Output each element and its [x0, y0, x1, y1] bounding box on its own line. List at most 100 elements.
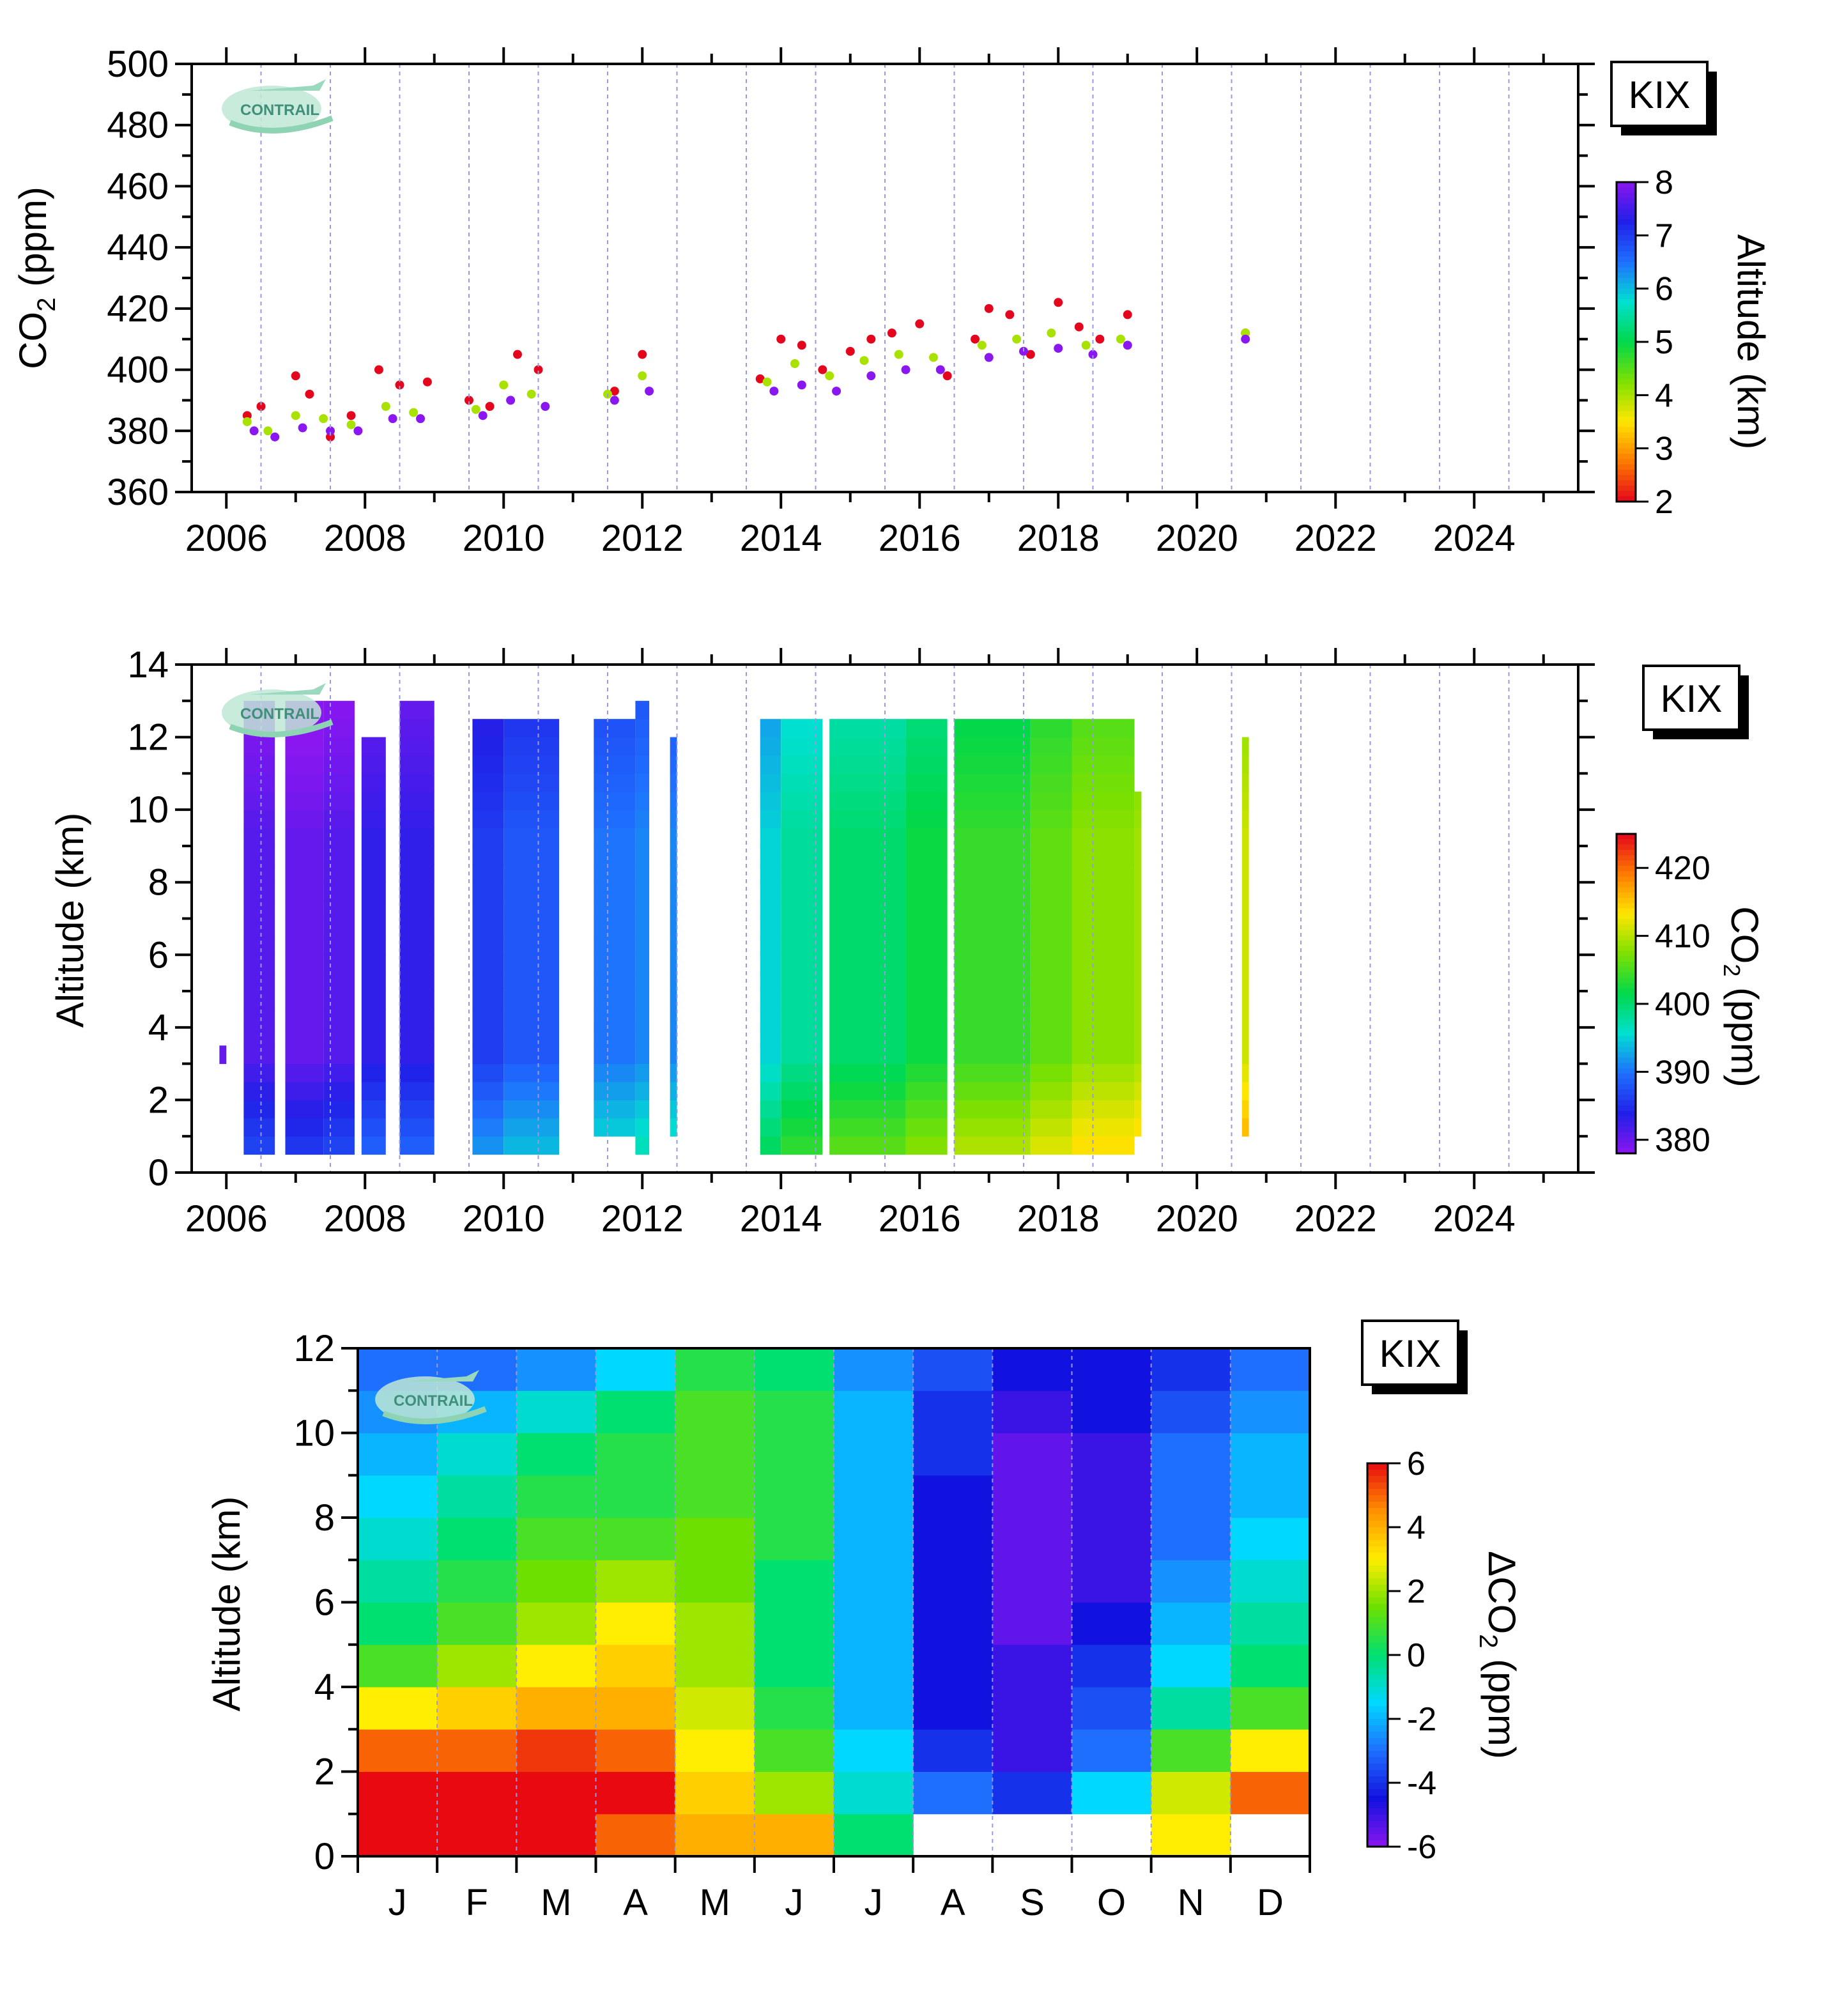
curtain-cell [472, 955, 504, 974]
anomaly-cell [1230, 1433, 1310, 1476]
colorbar-segment [1617, 411, 1636, 417]
curtain-cell [635, 773, 650, 792]
curtain-cell [472, 1100, 504, 1119]
y-tick-label: 360 [107, 472, 169, 513]
anomaly-cell [1230, 1560, 1310, 1603]
curtain-cell [1241, 864, 1249, 883]
curtain-cell [503, 719, 560, 738]
co2-point [422, 377, 432, 387]
logo-arc [382, 1406, 487, 1424]
curtain-cell [635, 719, 650, 738]
anomaly-cell [437, 1433, 517, 1476]
curtain-cell [1072, 1009, 1135, 1028]
curtain-cell [905, 882, 948, 901]
anomaly-cell [595, 1560, 676, 1603]
curtain-cell [323, 810, 355, 829]
curtain-cell [1030, 864, 1072, 883]
colorbar-segment [1617, 866, 1636, 872]
curtain-cell [954, 1118, 1031, 1137]
y-tick-label: 420 [107, 288, 169, 330]
curtain-cell [323, 755, 355, 774]
colorbar-segment [1617, 262, 1636, 268]
curtain-cell [243, 973, 275, 992]
colorbar-segment [1367, 1578, 1388, 1585]
month-label: N [1178, 1882, 1204, 1923]
colorbar-segment [1617, 946, 1636, 952]
colorbar-segment [1367, 1789, 1388, 1796]
anomaly-cell [437, 1560, 517, 1603]
curtain-cell [905, 918, 948, 937]
curtain-cell [670, 791, 677, 810]
colorbar-segment [1367, 1700, 1388, 1707]
curtain-cell [635, 845, 650, 865]
curtain-cell [954, 719, 1031, 738]
curtain-cell [670, 864, 677, 883]
curtain-cell [323, 1063, 355, 1082]
curtain-cell [243, 1100, 275, 1119]
curtain-cell [472, 973, 504, 992]
curtain-cell [361, 1009, 386, 1028]
curtain-cell [472, 1045, 504, 1065]
y-tick-label: 400 [107, 350, 169, 391]
curtain-cell [285, 918, 324, 937]
co2-point [887, 328, 896, 338]
anomaly-cell [1230, 1390, 1310, 1433]
curtain-cell [285, 1082, 324, 1100]
curtain-cell [323, 864, 355, 883]
colorbar-tick-label: 8 [1655, 164, 1673, 201]
anomaly-cell [437, 1771, 517, 1815]
curtain-cell [905, 1082, 948, 1100]
curtain-cell [670, 810, 677, 829]
anomaly-cell [913, 1348, 993, 1391]
curtain-cell [243, 1009, 275, 1028]
colorbar-segment [1617, 427, 1636, 433]
anomaly-cell [437, 1518, 517, 1560]
curtain-cell [954, 845, 1031, 865]
colorbar-segment [1367, 1649, 1388, 1656]
anomaly-cell [834, 1475, 914, 1518]
anomaly-cell [913, 1644, 993, 1688]
curtain-cell [905, 1045, 948, 1065]
colorbar-segment [1617, 470, 1636, 476]
curtain-cell [829, 900, 906, 919]
colorbar-segment [1367, 1840, 1388, 1847]
co2-point [263, 426, 273, 436]
co2-point [984, 353, 994, 362]
co2-point [638, 350, 647, 359]
co2-point [832, 387, 841, 396]
colorbar-tick-label: -6 [1407, 1829, 1436, 1866]
colorbar-segment [1367, 1783, 1388, 1790]
curtain-cell [243, 936, 275, 955]
curtain-cell [1241, 845, 1249, 865]
logo-text: CONTRAIL [394, 1392, 473, 1410]
colorbar-segment [1367, 1802, 1388, 1809]
anomaly-cell [992, 1771, 1072, 1815]
curtain-cell [905, 936, 948, 955]
anomaly-cell [437, 1813, 517, 1857]
colorbar-segment [1367, 1712, 1388, 1720]
colorbar-segment [1367, 1489, 1388, 1496]
curtain-cell [399, 1082, 434, 1100]
colorbar-segment [1617, 1058, 1636, 1064]
anomaly-cell [992, 1729, 1072, 1772]
curtain-cell [635, 973, 650, 992]
anomaly-cell [516, 1729, 596, 1772]
curtain-cell [905, 845, 948, 865]
curtain-cell [760, 827, 781, 847]
curtain-cell [594, 719, 636, 738]
colorbar-frame [1615, 833, 1637, 1155]
curtain-cell [1072, 973, 1135, 992]
curtain-cell [905, 1136, 948, 1155]
co2-point [298, 423, 307, 433]
curtain-cell [399, 700, 434, 719]
anomaly-cell [675, 1348, 755, 1391]
colorbar-segment [1367, 1527, 1388, 1534]
co2-point [638, 371, 647, 381]
x-tick-label: 2020 [1156, 518, 1238, 559]
p1-station-box: KIX [1610, 61, 1717, 135]
curtain-cell [323, 918, 355, 937]
curtain-cell [954, 1136, 1031, 1155]
anomaly-cell [437, 1644, 517, 1688]
curtain-cell [829, 882, 906, 901]
anomaly-cell [1230, 1771, 1310, 1815]
